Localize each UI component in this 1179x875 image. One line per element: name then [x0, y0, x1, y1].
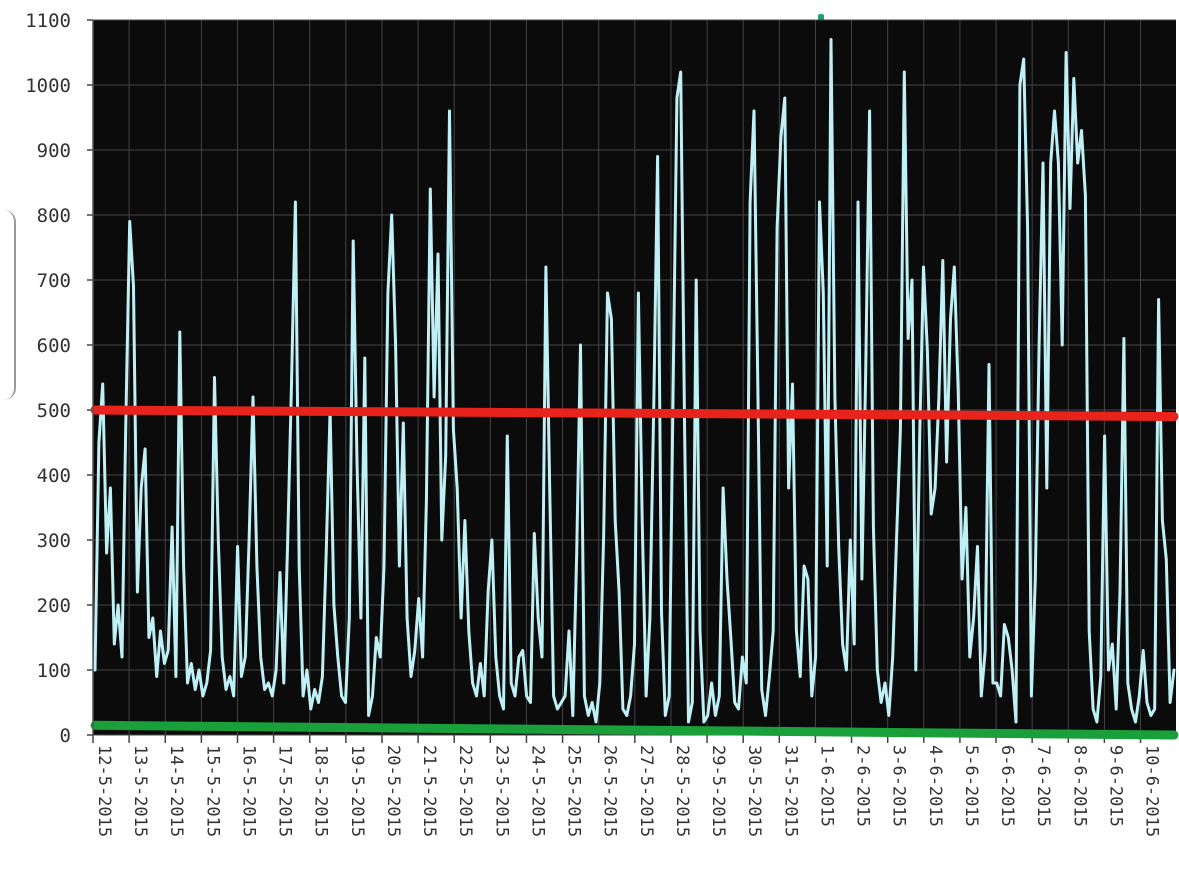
x-tick-label: 12-5-2015: [94, 745, 114, 837]
y-tick-label: 900: [37, 140, 71, 162]
x-tick-label: 7-6-2015: [1033, 745, 1053, 827]
x-tick-label: 6-6-2015: [997, 745, 1017, 827]
x-tick-label: 21-5-2015: [419, 745, 439, 837]
y-tick-label: 100: [37, 660, 71, 682]
x-tick-label: 28-5-2015: [672, 745, 692, 837]
lower-threshold-line: [90, 720, 1179, 740]
y-tick-label: 600: [37, 335, 71, 357]
y-tick-label: 800: [37, 205, 71, 227]
x-tick-label: 24-5-2015: [527, 745, 547, 837]
y-tick-label: 500: [37, 400, 71, 422]
bracket-mark: [0, 210, 16, 400]
x-tick-label: 23-5-2015: [491, 745, 511, 837]
x-tick-label: 10-6-2015: [1142, 745, 1162, 837]
x-tick-label: 4-6-2015: [925, 745, 945, 827]
y-tick-label: 1000: [25, 75, 71, 97]
x-tick-label: 15-5-2015: [202, 745, 222, 837]
x-tick-label: 27-5-2015: [636, 745, 656, 837]
x-tick-label: 19-5-2015: [347, 745, 367, 837]
x-tick-label: 5-6-2015: [961, 745, 981, 827]
y-tick-label: 1100: [25, 10, 71, 32]
x-tick-label: 30-5-2015: [744, 745, 764, 837]
cropped-legend-mark: [818, 14, 824, 24]
y-tick-label: 0: [60, 725, 71, 747]
x-tick-label: 31-5-2015: [780, 745, 800, 837]
x-tick-label: 13-5-2015: [130, 745, 150, 837]
y-tick-label: 700: [37, 270, 71, 292]
data-series-line: [93, 38, 1176, 724]
x-tick-label: 18-5-2015: [311, 745, 331, 837]
upper-threshold-line: [90, 405, 1179, 421]
x-tick-label: 26-5-2015: [600, 745, 620, 837]
y-axis: 0 100 200 300 400 500 600 700 800 900 1000 1100: [25, 10, 93, 747]
x-tick-label: 22-5-2015: [455, 745, 475, 837]
x-tick-label: 9-6-2015: [1105, 745, 1125, 827]
y-tick-label: 300: [37, 530, 71, 552]
x-tick-label: 16-5-2015: [238, 745, 258, 837]
x-tick-label: 8-6-2015: [1069, 745, 1089, 827]
y-tick-label: 400: [37, 465, 71, 487]
x-axis: 12-5-2015 13-5-2015 14-5-2015 15-5-2015 16-5…: [92, 735, 1162, 837]
y-tick-label: 200: [37, 595, 71, 617]
series-group: [90, 38, 1179, 740]
x-tick-label: 3-6-2015: [889, 745, 909, 827]
x-tick-label: 1-6-2015: [816, 745, 836, 827]
x-tick-label: 29-5-2015: [708, 745, 728, 837]
x-tick-label: 25-5-2015: [564, 745, 584, 837]
x-tick-label: 2-6-2015: [853, 745, 873, 827]
x-tick-label: 14-5-2015: [166, 745, 186, 837]
x-tick-label: 20-5-2015: [383, 745, 403, 837]
x-tick-label: 17-5-2015: [275, 745, 295, 837]
